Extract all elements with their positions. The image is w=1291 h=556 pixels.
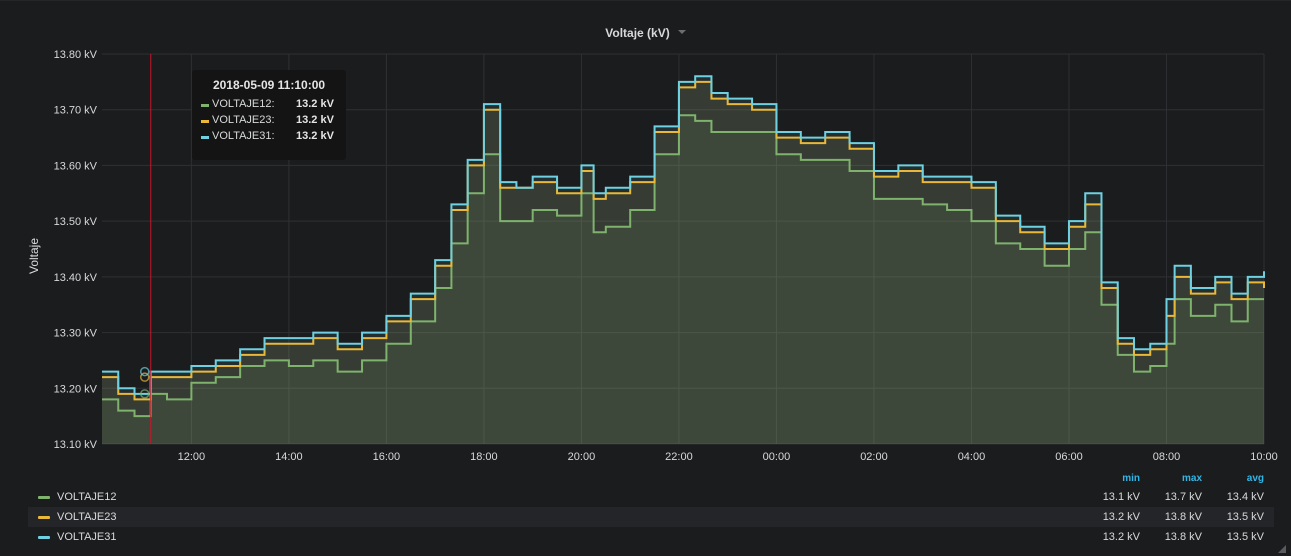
y-tick-label: 13.30 kV: [54, 328, 98, 340]
series-swatch: [201, 120, 209, 123]
series-line: [102, 75, 1265, 395]
y-tick-label: 13.50 kV: [54, 216, 98, 228]
x-tick-label: 04:00: [958, 451, 986, 463]
series-swatch: [201, 136, 209, 139]
tooltip-time: 2018-05-09 11:10:00: [212, 78, 326, 92]
legend-avg-value: 13.5 kV: [1226, 511, 1264, 523]
legend-row-voltaje12[interactable]: VOLTAJE12 13.1 kV 13.7 kV 13.4 kV: [28, 487, 1274, 507]
legend-header-max[interactable]: max: [1181, 473, 1202, 484]
legend-header-avg[interactable]: avg: [1246, 473, 1264, 484]
x-tick-label: 06:00: [1055, 451, 1083, 463]
y-tick-label: 13.60 kV: [54, 160, 98, 172]
series-swatch[interactable]: [38, 536, 50, 539]
hover-point: [140, 372, 150, 382]
legend-header-min[interactable]: min: [1122, 473, 1140, 484]
legend-series-name[interactable]: VOLTAJE31: [57, 531, 117, 543]
tooltip-series-value: 13.2 kV: [296, 130, 334, 142]
x-tick-label: 10:00: [1250, 451, 1278, 463]
y-axis-label: Voltaje: [27, 238, 41, 274]
panel-title-text: Voltaje (kV): [605, 26, 670, 40]
chart-series: [102, 75, 1265, 445]
x-tick-label: 16:00: [373, 451, 401, 463]
legend-min-value: 13.1 kV: [1102, 491, 1140, 503]
x-tick-label: 00:00: [763, 451, 791, 463]
legend-series-name[interactable]: VOLTAJE12: [57, 491, 117, 503]
series-area: [102, 81, 1264, 444]
tooltip-series-name: VOLTAJE31:: [212, 130, 275, 142]
x-tick-label: 20:00: [568, 451, 596, 463]
series-area: [102, 115, 1264, 445]
y-tick-label: 13.20 kV: [54, 383, 98, 395]
tooltip-series-name: VOLTAJE12:: [212, 98, 275, 110]
series-swatch[interactable]: [38, 516, 50, 519]
tooltip-row: VOLTAJE12: 13.2 kV: [200, 98, 338, 114]
tooltip-row: VOLTAJE23: 13.2 kV: [200, 114, 338, 130]
series-area: [102, 76, 1264, 445]
y-tick-label: 13.70 kV: [54, 105, 98, 117]
legend-avg-value: 13.5 kV: [1226, 531, 1264, 543]
legend-row-voltaje31[interactable]: VOLTAJE31 13.2 kV 13.8 kV 13.5 kV: [28, 527, 1274, 547]
legend-series-name[interactable]: VOLTAJE23: [57, 511, 117, 523]
chart-crosshair: [140, 54, 152, 444]
legend-max-value: 13.8 kV: [1164, 511, 1202, 523]
x-tick-label: 22:00: [665, 451, 693, 463]
x-tick-label: 02:00: [860, 451, 888, 463]
legend-row-voltaje23[interactable]: VOLTAJE23 13.2 kV 13.8 kV 13.5 kV: [28, 507, 1274, 527]
hover-point: [140, 389, 150, 399]
panel-title[interactable]: Voltaje (kV): [0, 26, 1291, 40]
x-tick-label: 18:00: [470, 451, 498, 463]
x-axis: 12:00 14:00 16:00 18:00 20:00 22:00 00:00 02:00…: [178, 451, 1278, 463]
legend-max-value: 13.8 kV: [1164, 531, 1202, 543]
y-tick-label: 13.10 kV: [54, 439, 98, 451]
hover-tooltip: 2018-05-09 11:10:00 VOLTAJE12: 13.2 kV V…: [192, 70, 346, 160]
y-tick-label: 13.80 kV: [54, 49, 98, 61]
series-swatch[interactable]: [38, 496, 50, 499]
legend-avg-value: 13.4 kV: [1226, 491, 1264, 503]
tooltip-series-value: 13.2 kV: [296, 98, 334, 110]
y-tick-label: 13.40 kV: [54, 272, 98, 284]
x-tick-label: 08:00: [1153, 451, 1181, 463]
legend-min-value: 13.2 kV: [1102, 511, 1140, 523]
x-tick-label: 14:00: [275, 451, 303, 463]
tooltip-row: VOLTAJE31: 13.2 kV: [200, 130, 338, 146]
x-tick-label: 12:00: [178, 451, 206, 463]
chevron-down-icon[interactable]: [677, 29, 686, 34]
hover-point: [140, 366, 150, 377]
series-swatch: [201, 104, 209, 107]
y-axis: 13.10 kV 13.20 kV 13.30 kV 13.40 kV 13.50 kV…: [54, 49, 98, 451]
tooltip-series-name: VOLTAJE23:: [212, 114, 275, 126]
tooltip-series-value: 13.2 kV: [296, 114, 334, 126]
resize-handle-icon[interactable]: [1278, 545, 1286, 553]
legend-min-value: 13.2 kV: [1102, 531, 1140, 543]
legend-max-value: 13.7 kV: [1164, 491, 1202, 503]
